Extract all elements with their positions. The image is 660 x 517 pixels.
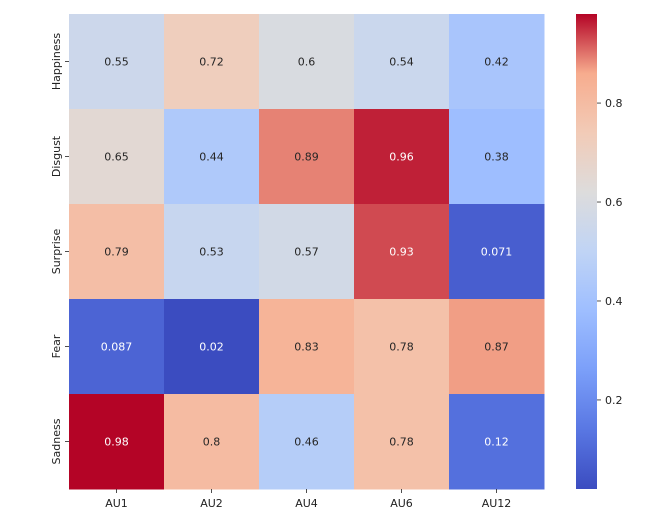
cell-value-label: 0.83 <box>294 341 319 354</box>
cell-value-label: 0.93 <box>389 246 414 259</box>
cell-value-label: 0.72 <box>199 56 224 69</box>
heatmap-cells: 0.55 0.72 0.6 0.54 0.42 0.65 0.44 0.89 0.96 0.38 0… <box>69 14 545 490</box>
heatmap-cell-3-2 <box>259 299 355 395</box>
x-tick-label: AU1 <box>105 497 128 510</box>
heatmap-cell-1-4 <box>449 109 545 205</box>
x-tick-label: AU12 <box>482 497 512 510</box>
colorbar: 0.2 0.4 0.6 0.8 <box>576 14 623 489</box>
heatmap-cell-4-1 <box>164 394 260 490</box>
heatmap-cell-1-1 <box>164 109 260 205</box>
y-tick-label: Happiness <box>50 33 63 91</box>
heatmap-cell-2-0 <box>69 204 165 300</box>
cell-value-label: 0.087 <box>101 341 133 354</box>
y-tick-label: Fear <box>50 334 63 358</box>
cell-value-label: 0.79 <box>104 246 129 259</box>
x-tick-label: AU4 <box>295 497 318 510</box>
heatmap-cell-4-2 <box>259 394 355 490</box>
cell-value-label: 0.8 <box>203 436 221 449</box>
heatmap-cell-1-2 <box>259 109 355 205</box>
colorbar-gradient <box>576 14 597 489</box>
colorbar-tick-label: 0.8 <box>605 97 623 110</box>
x-tick-label: AU6 <box>390 497 413 510</box>
cell-value-label: 0.98 <box>104 436 129 449</box>
cell-value-label: 0.55 <box>104 56 129 69</box>
cell-value-label: 0.57 <box>294 246 319 259</box>
heatmap-cell-0-0 <box>69 14 165 110</box>
heatmap-cell-0-2 <box>259 14 355 110</box>
colorbar-ticks: 0.2 0.4 0.6 0.8 <box>597 97 623 407</box>
x-axis: AU1 AU2 AU4 AU6 AU12 <box>105 489 511 510</box>
heatmap-cell-4-3 <box>354 394 450 490</box>
cell-value-label: 0.89 <box>294 151 319 164</box>
heatmap-cell-0-3 <box>354 14 450 110</box>
heatmap-cell-3-1 <box>164 299 260 395</box>
cell-value-label: 0.46 <box>294 436 319 449</box>
cell-value-label: 0.65 <box>104 151 129 164</box>
heatmap-cell-3-3 <box>354 299 450 395</box>
cell-value-label: 0.78 <box>389 341 414 354</box>
heatmap-cell-2-4 <box>449 204 545 300</box>
cell-value-label: 0.54 <box>389 56 414 69</box>
heatmap-cell-2-2 <box>259 204 355 300</box>
heatmap-cell-3-0 <box>69 299 165 395</box>
y-tick-label: Disgust <box>50 135 63 177</box>
cell-value-label: 0.44 <box>199 151 224 164</box>
cell-value-label: 0.96 <box>389 151 414 164</box>
colorbar-tick-label: 0.6 <box>605 196 623 209</box>
y-tick-label: Surprise <box>50 229 63 275</box>
heatmap-cell-4-4 <box>449 394 545 490</box>
heatmap-cell-1-3 <box>354 109 450 205</box>
cell-value-label: 0.53 <box>199 246 224 259</box>
x-tick-label: AU2 <box>200 497 223 510</box>
y-tick-label: Sadness <box>50 418 63 464</box>
cell-value-label: 0.87 <box>484 341 509 354</box>
heatmap-cell-2-1 <box>164 204 260 300</box>
cell-value-label: 0.12 <box>484 436 509 449</box>
heatmap-cell-4-0 <box>69 394 165 490</box>
cell-value-label: 0.78 <box>389 436 414 449</box>
cell-value-label: 0.42 <box>484 56 509 69</box>
colorbar-tick-label: 0.2 <box>605 394 623 407</box>
heatmap-cell-0-4 <box>449 14 545 110</box>
heatmap-cell-1-0 <box>69 109 165 205</box>
cell-value-label: 0.071 <box>481 246 513 259</box>
heatmap-cell-2-3 <box>354 204 450 300</box>
y-axis: Happiness Disgust Surprise Fear Sadness <box>50 33 69 464</box>
cell-value-label: 0.02 <box>199 341 224 354</box>
heatmap-cell-0-1 <box>164 14 260 110</box>
cell-value-label: 0.6 <box>298 56 316 69</box>
heatmap-cell-3-4 <box>449 299 545 395</box>
cell-value-label: 0.38 <box>484 151 509 164</box>
colorbar-tick-label: 0.4 <box>605 295 623 308</box>
